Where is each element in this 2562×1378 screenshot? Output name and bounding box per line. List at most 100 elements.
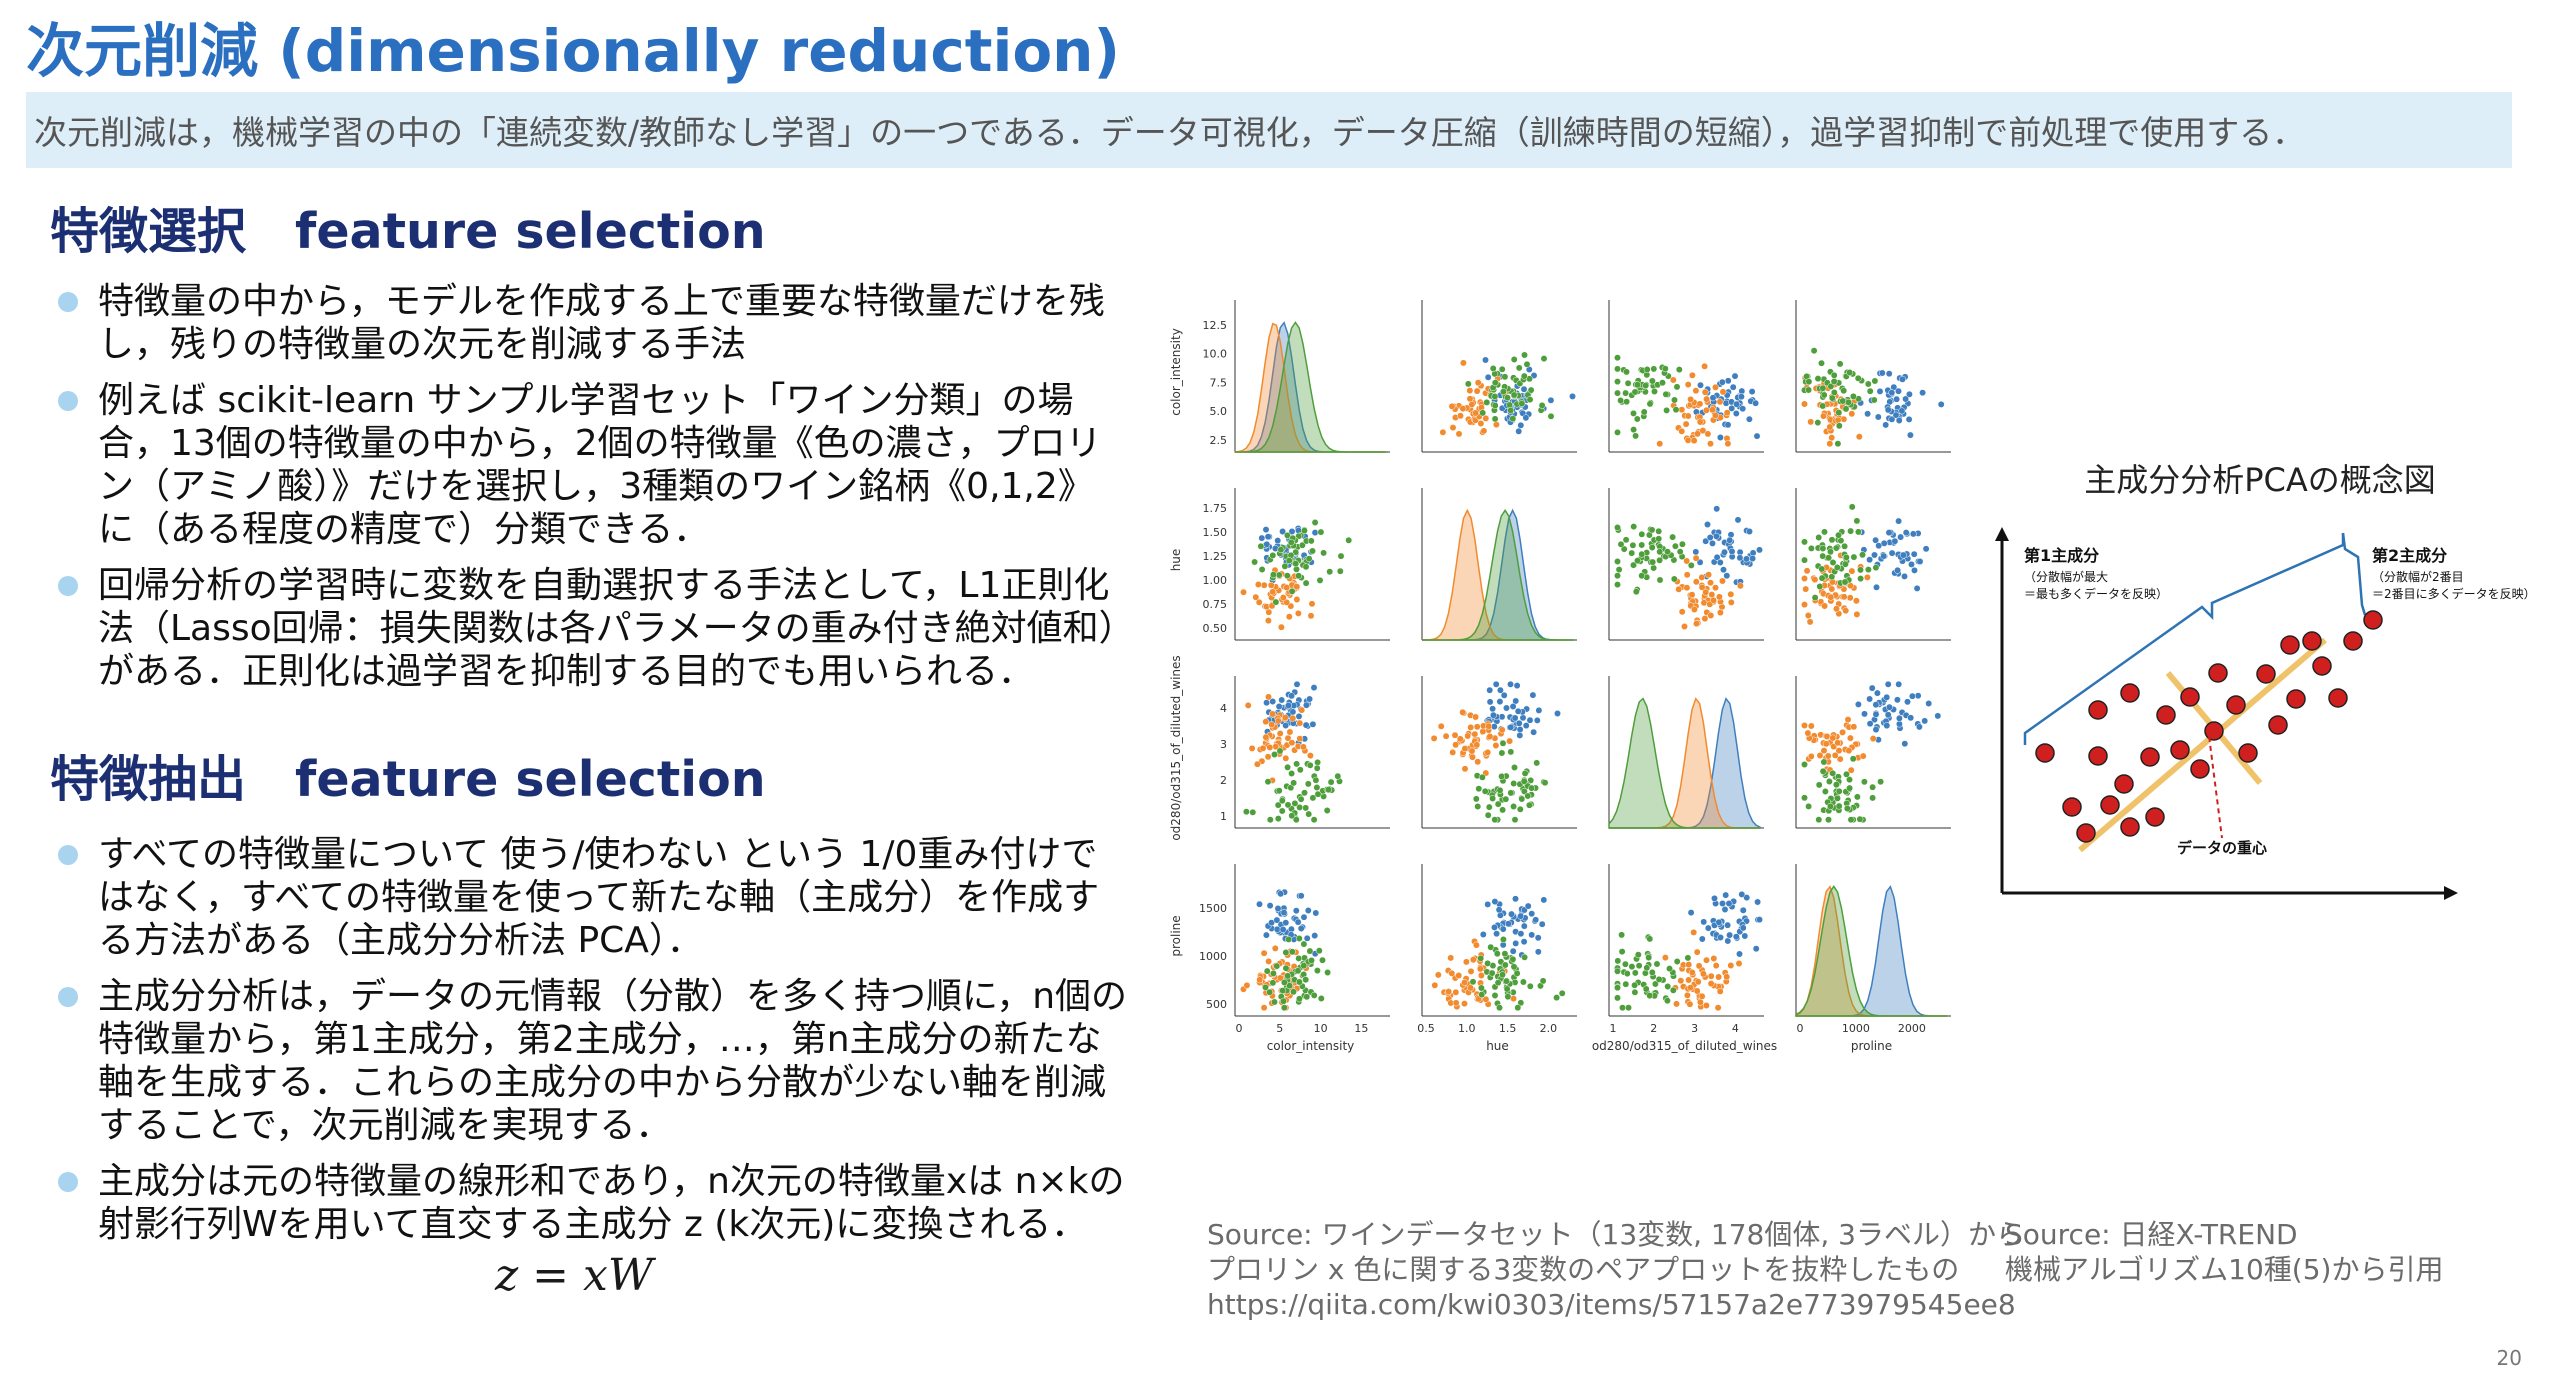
section-heading-feature-extraction: 特徴抽出 feature selection <box>50 751 766 808</box>
pc2-label: 第2主成分 <box>2372 546 2447 565</box>
scatter-point <box>1274 537 1282 545</box>
scatter-point <box>1558 989 1566 997</box>
scatter-point <box>1248 744 1256 752</box>
scatter-point <box>1476 965 1484 973</box>
scatter-point <box>1297 795 1305 803</box>
scatter-point <box>1629 541 1637 549</box>
scatter-point <box>1830 378 1838 385</box>
scatter-point <box>1461 745 1469 753</box>
scatter-point <box>1725 900 1733 907</box>
scatter-point <box>1801 556 1808 564</box>
scatter-point <box>1259 744 1267 752</box>
scatter-point <box>1269 588 1277 596</box>
scatter-point <box>1434 971 1442 979</box>
scatter-point <box>1511 714 1519 722</box>
pca-data-point <box>2100 795 2120 815</box>
bullet-item: 主成分分析は，データの元情報（分散）を多く持つ順に，n個の特徴量から，第1主成分… <box>58 975 1133 1147</box>
scatter-point <box>1292 907 1300 915</box>
scatter-point <box>1477 954 1485 962</box>
scatter-point <box>1257 542 1265 550</box>
scatter-point <box>1520 385 1528 393</box>
scatter-point <box>1336 567 1344 575</box>
scatter-point <box>1859 752 1867 760</box>
scatter-point <box>1295 995 1303 1003</box>
summary-text: 次元削減は，機械学習の中の「連続変数/教師なし学習」の一つである．データ可視化，… <box>34 113 2306 152</box>
scatter-point <box>1524 902 1532 910</box>
scatter-point <box>1719 388 1727 396</box>
scatter-point <box>1805 378 1813 386</box>
scatter-point <box>1876 387 1884 395</box>
scatter-point <box>1743 555 1750 563</box>
y-tick-label: 4 <box>1220 702 1227 715</box>
scatter-point <box>1687 395 1695 403</box>
scatter-point <box>1468 747 1476 755</box>
scatter-point <box>1855 433 1863 441</box>
scatter-point <box>1554 710 1561 717</box>
scatter-point <box>1739 906 1747 914</box>
scatter-point <box>1736 582 1744 590</box>
scatter-point <box>1277 546 1285 554</box>
pc2-note-1: （分散幅が2番目 <box>2372 569 2464 584</box>
scatter-point <box>1294 967 1302 975</box>
projection-formula: z = xW <box>495 1250 654 1301</box>
scatter-point <box>1849 392 1857 400</box>
scatter-point <box>1698 583 1706 591</box>
scatter-point <box>1820 758 1828 766</box>
scatter-point <box>1487 943 1495 951</box>
scatter-point <box>1477 420 1485 427</box>
scatter-point <box>1499 925 1507 933</box>
scatter-point <box>1507 748 1515 756</box>
scatter-point <box>1540 896 1548 904</box>
scatter-point <box>1260 1004 1268 1012</box>
scatter-point <box>1266 743 1274 751</box>
scatter-point <box>1715 918 1723 926</box>
scatter-point <box>1541 779 1549 787</box>
x-tick-label: 10 <box>1314 1022 1328 1035</box>
scatter-point <box>1256 976 1264 984</box>
scatter-point <box>1275 703 1283 710</box>
scatter-point <box>1515 719 1523 727</box>
scatter-point <box>1888 549 1896 557</box>
scatter-point <box>1650 564 1658 572</box>
scatter-point <box>1682 420 1690 428</box>
scatter-point <box>1271 998 1278 1006</box>
scatter-point <box>1499 388 1507 396</box>
scatter-point <box>1275 787 1283 795</box>
scatter-point <box>1479 931 1487 938</box>
scatter-point <box>1846 369 1854 376</box>
scatter-point <box>1835 802 1843 810</box>
scatter-point <box>1295 978 1303 986</box>
scatter-point <box>1451 731 1459 739</box>
scatter-point <box>1859 551 1866 559</box>
scatter-point <box>1712 532 1720 540</box>
scatter-point <box>1631 981 1639 989</box>
scatter-point <box>1653 960 1661 968</box>
scatter-point <box>1310 991 1318 999</box>
scatter-point <box>1254 581 1262 588</box>
scatter-point <box>1493 930 1501 938</box>
scatter-point <box>1280 1004 1288 1012</box>
scatter-point <box>1475 785 1483 793</box>
scatter-point <box>1299 743 1307 751</box>
scatter-point <box>1735 960 1743 967</box>
centroid-label: データの重心 <box>2177 839 2267 857</box>
scatter-point <box>1732 933 1740 941</box>
scatter-point <box>1655 527 1663 535</box>
section-heading-feature-selection: 特徴選択 feature selection <box>50 203 766 260</box>
scatter-point <box>1262 733 1270 741</box>
scatter-point <box>1646 992 1654 1000</box>
y-tick-label: 2 <box>1220 774 1227 787</box>
scatter-point <box>1663 406 1671 414</box>
scatter-point <box>1477 972 1485 979</box>
scatter-point <box>1864 380 1872 388</box>
scatter-point <box>1712 584 1719 592</box>
scatter-point <box>1282 919 1290 927</box>
scatter-point <box>1267 581 1275 589</box>
scatter-point <box>1801 400 1808 408</box>
scatter-point <box>1638 530 1646 538</box>
pc1-label: 第1主成分 <box>2024 546 2099 565</box>
scatter-point <box>1479 409 1487 417</box>
scatter-point <box>1683 571 1691 579</box>
scatter-point <box>1285 702 1292 709</box>
scatter-point <box>1292 816 1300 824</box>
